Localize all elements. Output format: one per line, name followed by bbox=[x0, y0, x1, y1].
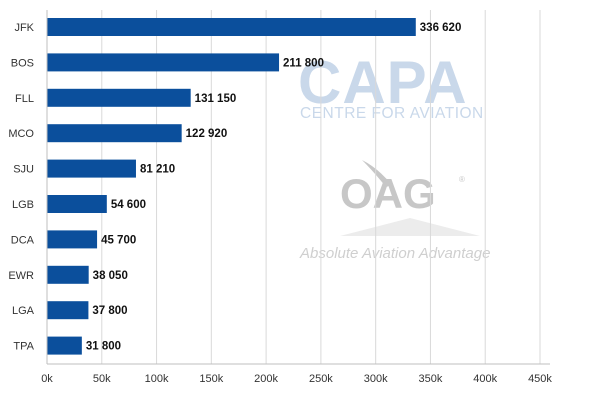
oag-swoosh-icon bbox=[362, 160, 392, 187]
category-label-jfk: JFK bbox=[14, 22, 34, 34]
bars bbox=[47, 18, 416, 355]
tick-label-150k: 150k bbox=[199, 373, 223, 385]
capa-logo-text: CAPA bbox=[298, 49, 468, 116]
tick-label-350k: 350k bbox=[419, 373, 443, 385]
oag-logo-text: OAG bbox=[340, 170, 436, 217]
category-label-lgb: LGB bbox=[12, 199, 34, 211]
category-label-dca: DCA bbox=[11, 234, 35, 246]
bar-lgb bbox=[47, 195, 107, 213]
tick-label-100k: 100k bbox=[145, 373, 169, 385]
capa-logo-subtitle: CENTRE FOR AVIATION bbox=[300, 105, 484, 122]
bar-fll bbox=[47, 88, 191, 107]
oag-tagline: Absolute Aviation Advantage bbox=[299, 245, 490, 262]
value-label-dca: 45 700 bbox=[101, 234, 136, 246]
value-label-ewr: 38 050 bbox=[93, 270, 128, 282]
value-label-lgb: 54 600 bbox=[111, 199, 146, 211]
bar-dca bbox=[47, 230, 98, 249]
tick-label-300k: 300k bbox=[364, 373, 388, 385]
bar-tpa bbox=[47, 336, 82, 355]
category-label-lga: LGA bbox=[12, 305, 35, 317]
oag-logo-shape bbox=[340, 218, 480, 236]
tick-label-400k: 400k bbox=[473, 373, 497, 385]
value-axis: 0k 50k 100k 150k 200k 250k 300k 350k 400k 450k bbox=[41, 10, 552, 385]
data-labels: 336 620 211 800 131 150 122 920 81 210 54 600… bbox=[86, 22, 462, 353]
value-label-fll: 131 150 bbox=[195, 93, 237, 105]
category-label-ewr: EWR bbox=[8, 270, 34, 282]
watermark: CAPA CENTRE FOR AVIATION OAG ® Absolute … bbox=[298, 49, 490, 262]
category-label-sju: SJU bbox=[13, 164, 34, 176]
bar-sju bbox=[47, 159, 136, 178]
tick-label-50k: 50k bbox=[93, 373, 111, 385]
bar-bos bbox=[47, 53, 280, 72]
bar-jfk bbox=[47, 18, 416, 36]
tick-label-450k: 450k bbox=[528, 373, 552, 385]
value-label-sju: 81 210 bbox=[140, 164, 175, 176]
bar-mco bbox=[47, 124, 182, 143]
tick-label-200k: 200k bbox=[254, 373, 278, 385]
value-label-tpa: 31 800 bbox=[86, 341, 121, 353]
category-label-bos: BOS bbox=[11, 57, 34, 69]
tick-label-0k: 0k bbox=[41, 373, 53, 385]
category-axis: JFK BOS FLL MCO SJU LGB DCA EWR LGA TPA bbox=[8, 22, 34, 353]
category-label-mco: MCO bbox=[8, 128, 34, 140]
oag-registered-mark: ® bbox=[459, 175, 465, 184]
bar-lga bbox=[47, 301, 89, 320]
value-label-lga: 37 800 bbox=[92, 305, 127, 317]
category-label-fll: FLL bbox=[15, 93, 34, 105]
value-label-mco: 122 920 bbox=[186, 128, 228, 140]
bar-ewr bbox=[47, 265, 89, 284]
value-label-bos: 211 800 bbox=[283, 57, 324, 69]
value-label-jfk: 336 620 bbox=[420, 22, 462, 34]
tick-label-250k: 250k bbox=[309, 373, 333, 385]
category-label-tpa: TPA bbox=[13, 341, 34, 353]
